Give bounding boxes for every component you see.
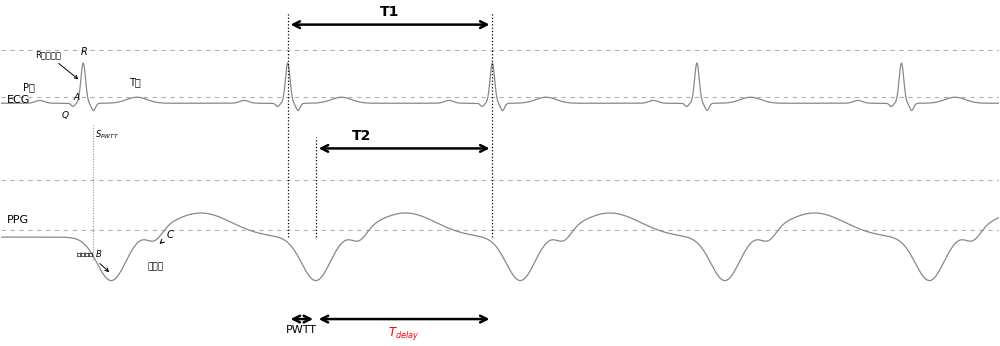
Text: $C$: $C$ (160, 228, 175, 243)
Text: Q: Q (62, 111, 69, 120)
Text: T1: T1 (380, 4, 400, 19)
Text: T波: T波 (129, 77, 141, 87)
Text: T2: T2 (352, 129, 372, 143)
Text: $T_{delay}$: $T_{delay}$ (388, 325, 420, 342)
Text: 重搏波: 重搏波 (147, 262, 163, 271)
Text: PPG: PPG (7, 215, 29, 225)
Text: P波: P波 (23, 82, 35, 92)
Text: R: R (81, 47, 88, 57)
Text: 主峰值点 $B$: 主峰值点 $B$ (76, 248, 108, 272)
Text: ECG: ECG (7, 95, 30, 105)
Text: PWTT: PWTT (286, 325, 317, 335)
Text: R波峰值点: R波峰值点 (35, 50, 78, 79)
Text: $S_{PWTT}$: $S_{PWTT}$ (95, 128, 119, 140)
Text: A: A (74, 93, 80, 102)
